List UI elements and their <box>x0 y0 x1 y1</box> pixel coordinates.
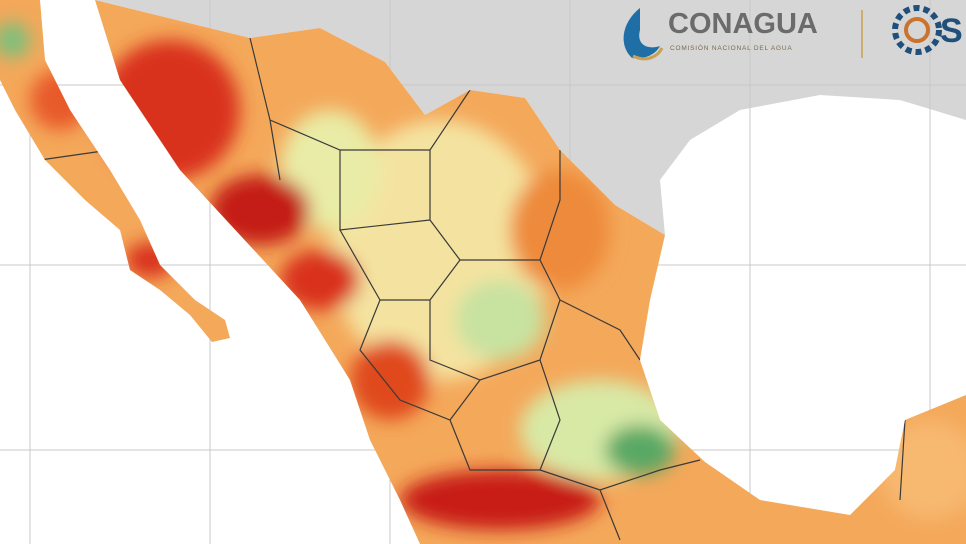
conagua-logo: CONAGUA COMISIÓN NACIONAL DEL AGUA <box>623 8 863 61</box>
partner-logo-text: S <box>940 12 963 50</box>
partner-logo: S <box>892 5 963 55</box>
usa-land <box>40 0 966 235</box>
state-borders <box>39 37 906 541</box>
logo-subtitle: COMISIÓN NACIONAL DEL AGUA <box>670 43 793 52</box>
logo-name: CONAGUA <box>668 8 818 40</box>
